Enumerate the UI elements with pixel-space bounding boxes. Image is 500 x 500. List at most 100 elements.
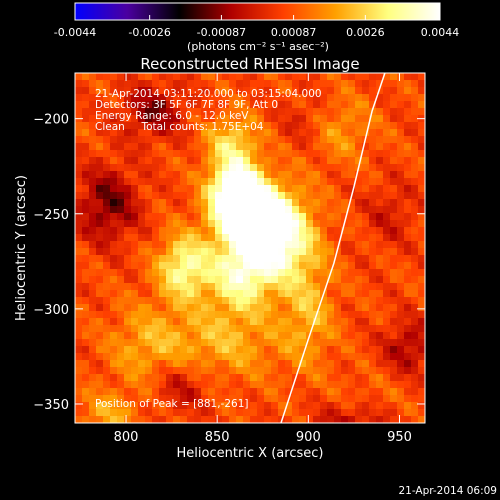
heatmap-cell (306, 234, 314, 242)
heatmap-cell (376, 185, 384, 193)
heatmap-cell (166, 283, 174, 291)
heatmap-cell (96, 241, 104, 249)
heatmap-cell (222, 234, 230, 242)
heatmap-cell (159, 234, 167, 242)
heatmap-cell (327, 395, 335, 403)
heatmap-cell (320, 171, 328, 179)
heatmap-cell (152, 304, 160, 312)
heatmap-cell (159, 164, 167, 172)
heatmap-cell (96, 332, 104, 340)
heatmap-cell (208, 346, 216, 354)
heatmap-cell (355, 248, 363, 256)
heatmap-cell (159, 339, 167, 347)
heatmap-cell (278, 129, 286, 137)
heatmap-cell (173, 73, 181, 81)
heatmap-cell (152, 129, 160, 137)
heatmap-cell (278, 143, 286, 151)
heatmap-cell (152, 122, 160, 130)
x-tick-label: 850 (205, 430, 230, 445)
heatmap-cell (173, 395, 181, 403)
heatmap-cell (320, 339, 328, 347)
heatmap-cell (341, 269, 349, 277)
heatmap-cell (299, 374, 307, 382)
heatmap-cell (236, 108, 244, 116)
heatmap-cell (397, 332, 405, 340)
heatmap-cell (145, 185, 153, 193)
heatmap-cell (411, 325, 419, 333)
heatmap-cell (306, 227, 314, 235)
heatmap-cell (152, 150, 160, 158)
heatmap-cell (138, 206, 146, 214)
heatmap-cell (173, 269, 181, 277)
heatmap-cell (348, 283, 356, 291)
heatmap-cell (103, 416, 111, 423)
heatmap-cell (215, 381, 223, 389)
heatmap-cell (166, 416, 174, 423)
heatmap-cell (306, 157, 314, 165)
heatmap-cell (152, 227, 160, 235)
heatmap-cell (397, 269, 405, 277)
heatmap-cell (117, 101, 125, 109)
heatmap-cell (341, 143, 349, 151)
heatmap-cell (369, 325, 377, 333)
heatmap-cell (348, 248, 356, 256)
heatmap-cell (236, 150, 244, 158)
heatmap-cell (334, 409, 342, 417)
heatmap-cell (201, 269, 209, 277)
heatmap-cell (124, 136, 132, 144)
heatmap-cell (278, 171, 286, 179)
heatmap-cell (271, 318, 279, 326)
heatmap-cell (299, 276, 307, 284)
heatmap-cell (131, 381, 139, 389)
heatmap-cell (229, 80, 237, 88)
heatmap-cell (96, 150, 104, 158)
heatmap-cell (229, 206, 237, 214)
heatmap-cell (89, 192, 97, 200)
heatmap-cell (397, 374, 405, 382)
heatmap-cell (103, 220, 111, 228)
heatmap-cell (208, 395, 216, 403)
heatmap-cell (264, 87, 272, 95)
heatmap-cell (173, 115, 181, 123)
heatmap-cell (152, 94, 160, 102)
heatmap-cell (110, 157, 118, 165)
heatmap-cell (306, 206, 314, 214)
heatmap-cell (355, 143, 363, 151)
heatmap-cell (201, 325, 209, 333)
heatmap-cell (341, 409, 349, 417)
heatmap-cell (397, 318, 405, 326)
heatmap-cell (306, 339, 314, 347)
heatmap-cell (243, 311, 251, 319)
y-tick-label: −250 (33, 208, 69, 223)
heatmap-cell (313, 150, 321, 158)
heatmap-cell (327, 157, 335, 165)
heatmap-cell (145, 248, 153, 256)
heatmap-cell (173, 241, 181, 249)
heatmap-cell (187, 367, 195, 375)
heatmap-cell (166, 178, 174, 186)
heatmap-cell (187, 73, 195, 81)
heatmap-cell (166, 346, 174, 354)
heatmap-cell (117, 346, 125, 354)
heatmap-cell (313, 192, 321, 200)
heatmap-cell (292, 234, 300, 242)
heatmap-cell (180, 136, 188, 144)
heatmap-cell (250, 150, 258, 158)
heatmap-cell (82, 192, 90, 200)
heatmap-cell (250, 178, 258, 186)
heatmap-cell (306, 101, 314, 109)
heatmap-cell (152, 353, 160, 361)
heatmap-cell (96, 360, 104, 368)
heatmap-cell (299, 227, 307, 235)
heatmap-cell (285, 185, 293, 193)
heatmap-cell (124, 297, 132, 305)
heatmap-cell (271, 171, 279, 179)
heatmap-cell (362, 248, 370, 256)
heatmap-cell (222, 360, 230, 368)
heatmap-cell (152, 108, 160, 116)
heatmap-cell (320, 332, 328, 340)
heatmap-cell (152, 73, 160, 81)
heatmap-cell (341, 325, 349, 333)
heatmap-cell (180, 150, 188, 158)
heatmap-cell (82, 164, 90, 172)
